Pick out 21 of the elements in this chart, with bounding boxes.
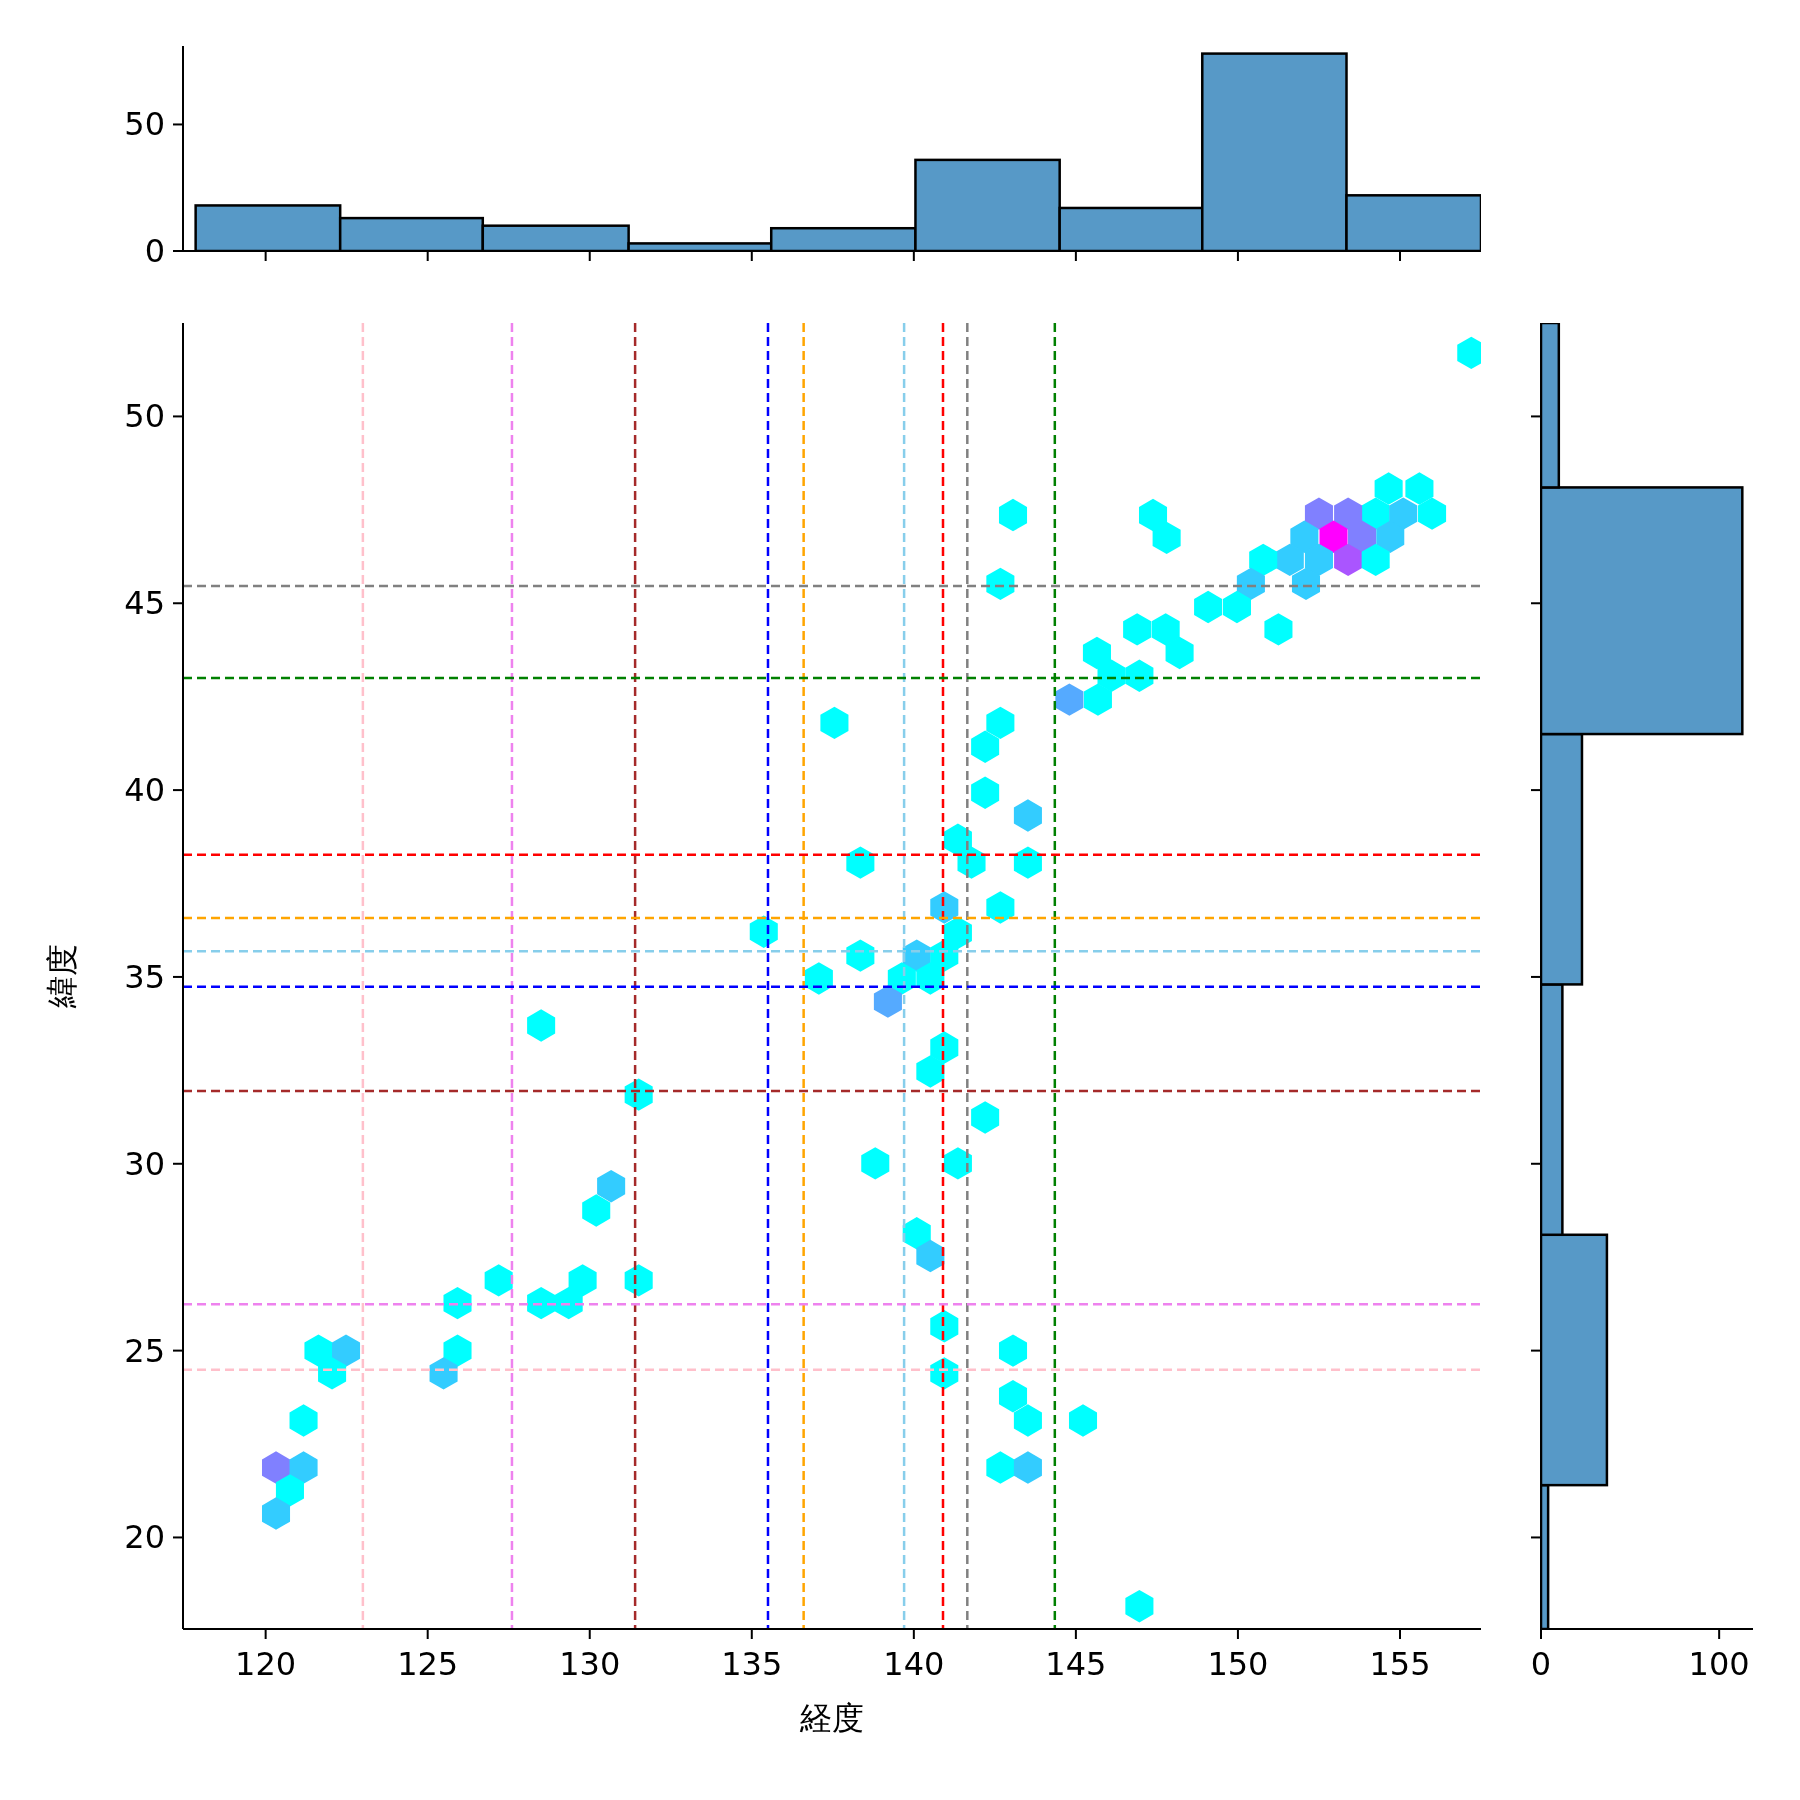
y-tick-label: 20 [124,1518,165,1557]
x-axis-title: 経度 [799,1699,864,1737]
y-tick-label: 45 [124,584,165,623]
x-tick-label: 145 [1045,1645,1107,1683]
y-tick-label: 25 [124,1331,165,1370]
y-tick-label: 40 [124,771,165,810]
y-tick-label: 30 [124,1144,165,1183]
x-tick-label: 125 [397,1645,459,1683]
y-tick-label: 35 [124,957,165,996]
x-tick-label: 140 [883,1645,945,1683]
x-tick-label: 155 [1369,1645,1431,1683]
x-tick-label: 100 [1688,1645,1750,1683]
x-tick-label: 0 [1530,1645,1552,1683]
y-tick-label: 50 [124,397,165,436]
y-tick-label: 0 [144,232,165,270]
x-tick-label: 135 [721,1645,783,1683]
y-tick-label: 50 [124,105,165,144]
x-tick-label: 130 [559,1645,621,1683]
y-axis-title: 緯度 [43,944,81,1009]
x-tick-label: 120 [235,1645,297,1683]
x-tick-label: 150 [1207,1645,1269,1683]
